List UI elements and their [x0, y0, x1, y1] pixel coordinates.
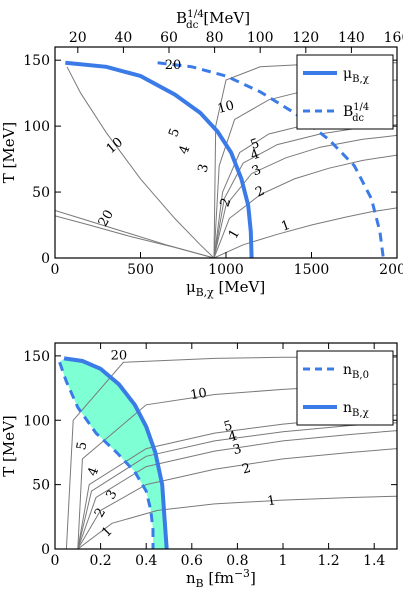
y-axis-label: T [MeV] — [0, 415, 18, 477]
contour-label-11: 1 — [266, 493, 277, 509]
contour-label-7: 20 — [165, 58, 182, 73]
legend: μB,χ B1/4 dc — [296, 54, 394, 130]
x-tick-label: 1 — [279, 553, 288, 569]
contour-label-11: 3 — [250, 162, 264, 179]
contour-line-2-1 — [77, 448, 397, 549]
x-tick-label: 1.2 — [317, 553, 339, 569]
contour-label-3: 2 — [92, 506, 109, 521]
contour-label-5: 20 — [111, 348, 128, 363]
contour-label-13: 1 — [279, 218, 292, 235]
contour-label-4: 3 — [195, 162, 212, 174]
contour-label-1: 10 — [104, 135, 126, 157]
x-tick-label: 0.8 — [226, 553, 248, 569]
contour-label-6: 1 — [226, 227, 243, 242]
contour-label-2: 5 — [166, 126, 183, 139]
x-axis-label: nB [fm−3] — [186, 567, 256, 590]
contour-line-3-2 — [77, 430, 397, 549]
legend-box — [296, 54, 394, 130]
contour-label-8: 4 — [227, 429, 239, 446]
contour-line-4-3 — [213, 124, 397, 258]
top-tick-label: 20 — [69, 30, 87, 46]
series-line-2 — [63, 356, 169, 549]
top-tick-label: 140 — [338, 30, 365, 46]
panel-1: 2010543212010543210500100015002000050100… — [0, 8, 403, 299]
contour-label-10: 2 — [241, 461, 253, 478]
x-tick-label: 1.4 — [363, 553, 385, 569]
x-tick-label: 500 — [127, 262, 154, 278]
y-tick-label: 100 — [23, 119, 50, 135]
contour-label-9: 3 — [231, 442, 243, 459]
x-tick-label: 1500 — [294, 262, 330, 278]
x-tick-label: 0.4 — [135, 553, 157, 569]
x-tick-label: 1000 — [208, 262, 244, 278]
y-tick-label: 0 — [41, 251, 50, 267]
legend-label-2: B1/4 dc — [343, 102, 369, 124]
contour-label-6: 10 — [189, 386, 208, 404]
y-tick-label: 150 — [23, 349, 50, 365]
contour-line-3-2 — [213, 134, 397, 258]
top-tick-label: 100 — [247, 30, 274, 46]
legend-label-1: nB,0 — [343, 362, 369, 381]
contour-label-3: 4 — [176, 143, 193, 156]
y-tick-label: 50 — [32, 478, 50, 494]
x-tick-label: 0 — [51, 553, 60, 569]
top-axis-label: B1/4 dc [MeV] — [176, 8, 250, 31]
contour-label-7: 5 — [222, 418, 234, 435]
top-tick-label: 60 — [160, 30, 178, 46]
contour-line-2-1 — [213, 154, 397, 258]
contour-label-0: 5 — [74, 441, 90, 452]
contour-line-1-0 — [213, 207, 397, 258]
contour-line-1-0 — [77, 495, 397, 549]
x-axis-label: μB,χ [MeV] — [186, 278, 265, 299]
y-tick-label: 100 — [23, 413, 50, 429]
contour-line-9 — [55, 215, 215, 258]
legend-label-2: nB,χ — [343, 400, 369, 419]
top-tick-label: 40 — [114, 30, 132, 46]
top-tick-label: 80 — [206, 30, 224, 46]
series-line-1 — [58, 361, 155, 549]
y-tick-label: 0 — [41, 542, 50, 558]
contour-label-1: 4 — [85, 465, 102, 478]
legend-box — [296, 350, 394, 426]
top-tick-label: 160 — [384, 30, 403, 46]
x-tick-label: 0.6 — [181, 553, 203, 569]
contour-label-8: 10 — [216, 98, 236, 117]
contour-line-7 — [66, 66, 215, 258]
legend-label-1: μB,χ — [343, 66, 369, 85]
y-tick-label: 50 — [32, 185, 50, 201]
y-axis-label: T [MeV] — [0, 122, 18, 184]
legend: nB,0 nB,χ — [296, 350, 394, 426]
top-tick-label: 120 — [292, 30, 319, 46]
x-tick-label: 0.2 — [89, 553, 111, 569]
y-tick-label: 150 — [23, 53, 50, 69]
x-tick-label: 0 — [51, 262, 60, 278]
contour-label-0: 20 — [96, 208, 117, 230]
series-line-1 — [65, 60, 254, 258]
contour-label-4: 1 — [99, 524, 115, 540]
shaded-region — [59, 358, 167, 549]
plot-frame — [54, 342, 398, 550]
